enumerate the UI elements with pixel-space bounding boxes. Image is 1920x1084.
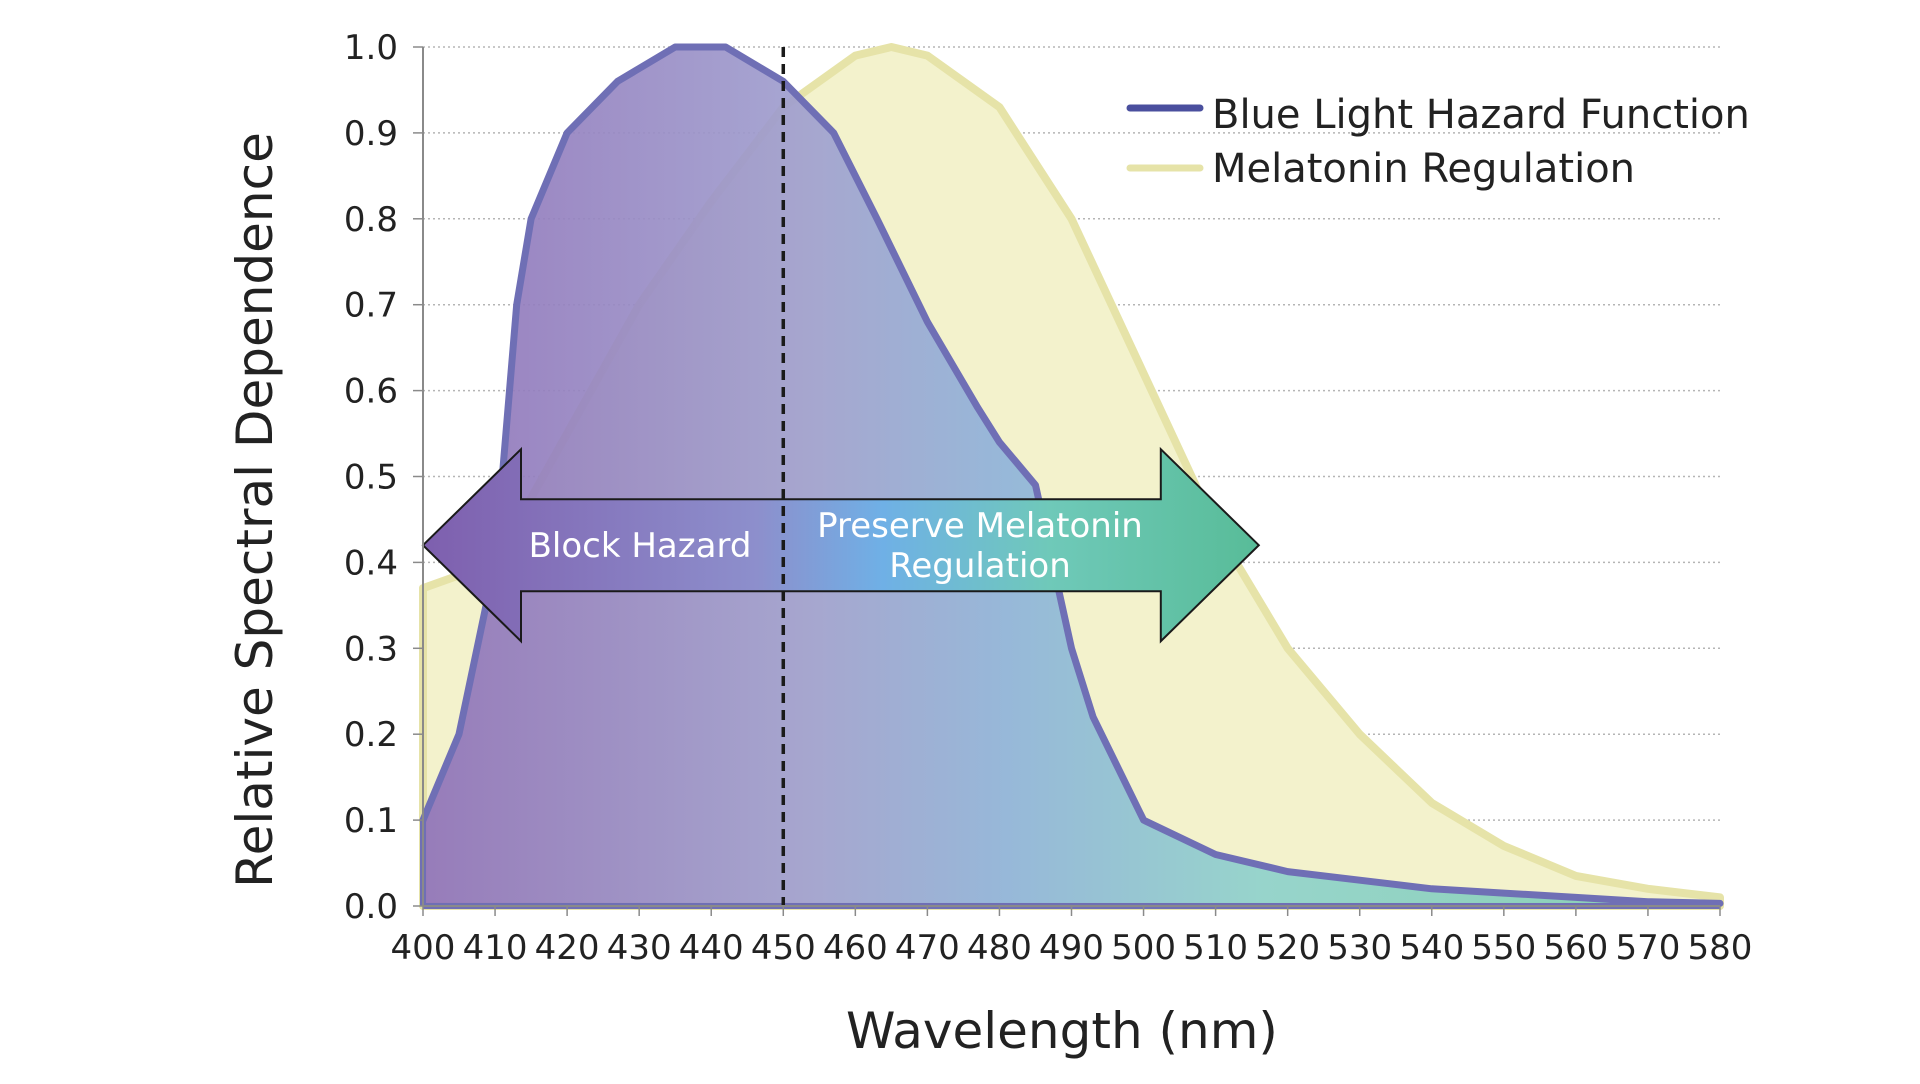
y-tick-label: 1.0 <box>344 28 398 68</box>
y-axis-title: Relative Spectral Dependence <box>226 132 284 888</box>
x-tick-label: 470 <box>895 928 960 968</box>
x-tick-label: 400 <box>391 928 456 968</box>
x-tick-label: 450 <box>751 928 816 968</box>
y-tick-label: 0.9 <box>344 114 398 154</box>
x-tick-label: 520 <box>1255 928 1320 968</box>
y-tick-label: 0.5 <box>344 458 398 498</box>
x-tick-label: 410 <box>463 928 528 968</box>
legend: Blue Light Hazard Function Melatonin Reg… <box>1126 92 1750 192</box>
y-tick-label: 0.6 <box>344 372 398 412</box>
x-axis-title: Wavelength (nm) <box>846 1002 1278 1060</box>
x-tick-label: 510 <box>1183 928 1248 968</box>
legend-label-melatonin: Melatonin Regulation <box>1212 146 1635 192</box>
x-tick-label: 480 <box>967 928 1032 968</box>
y-tick-label: 0.2 <box>344 715 398 755</box>
y-tick-label: 0.1 <box>344 801 398 841</box>
x-tick-label: 430 <box>607 928 672 968</box>
arrow-label-preserve-melatonin: Preserve Melatonin <box>817 506 1143 546</box>
arrow-label-regulation: Regulation <box>889 546 1071 586</box>
area-layer <box>419 43 1724 910</box>
x-tick-label: 500 <box>1111 928 1176 968</box>
x-tick-label: 550 <box>1471 928 1536 968</box>
line-blue-light-hazard <box>419 43 1724 907</box>
x-tick-label: 490 <box>1039 928 1104 968</box>
area-blue-light-hazard <box>423 47 1720 906</box>
x-tick-label: 440 <box>679 928 744 968</box>
arrow-label-block-hazard: Block Hazard <box>529 526 752 566</box>
y-tick-label: 0.7 <box>344 286 398 326</box>
y-tick-label: 0.0 <box>344 887 398 927</box>
y-tick-label: 0.3 <box>344 629 398 669</box>
legend-label-blue-light-hazard: Blue Light Hazard Function <box>1212 92 1750 138</box>
y-tick-label: 0.4 <box>344 543 398 583</box>
x-tick-label: 420 <box>535 928 600 968</box>
x-tick-label: 460 <box>823 928 888 968</box>
x-tick-label: 540 <box>1399 928 1464 968</box>
x-tick-label: 560 <box>1543 928 1608 968</box>
x-tick-label: 580 <box>1688 928 1753 968</box>
y-tick-label: 0.8 <box>344 200 398 240</box>
double-arrow <box>421 446 1261 644</box>
x-tick-label: 570 <box>1615 928 1680 968</box>
x-tick-label: 530 <box>1327 928 1392 968</box>
